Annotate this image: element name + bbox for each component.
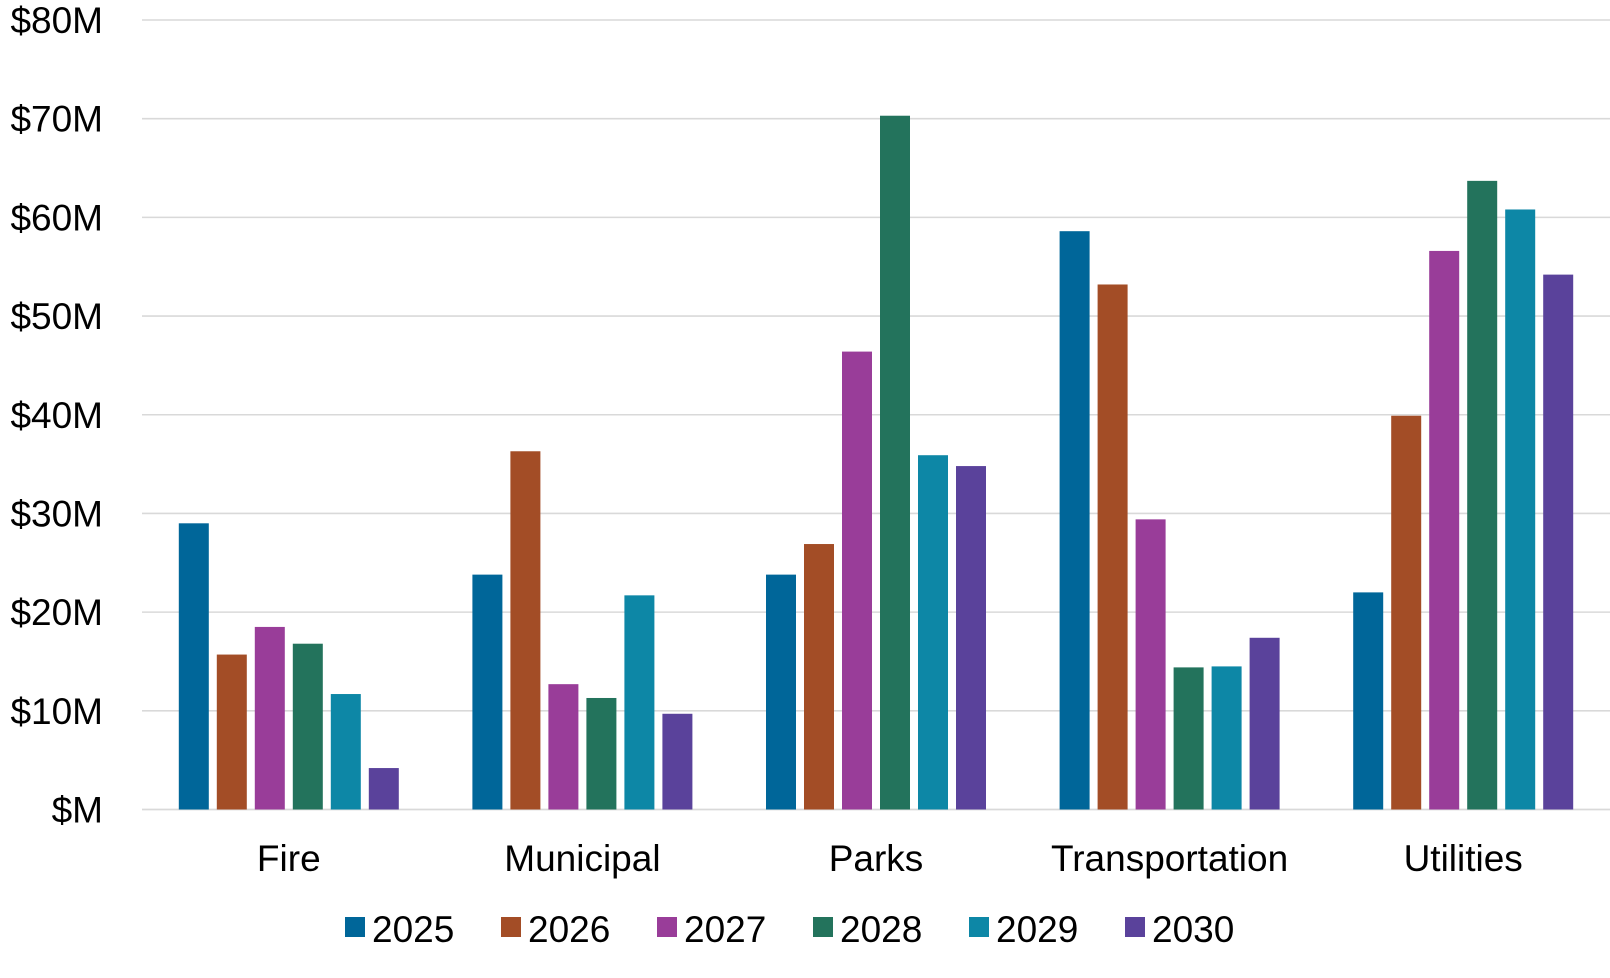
bars [178, 115, 1574, 810]
y-tick-label: $40M [10, 395, 103, 436]
bar-transportation-2030 [1249, 637, 1280, 810]
legend: 2025 2026 2027 2028 2029 2030 [345, 909, 1234, 950]
x-category-label: Fire [257, 838, 321, 879]
legend-label: 2025 [372, 909, 454, 950]
legend-swatch [1125, 917, 1145, 937]
y-axis-ticks: $M $10M $20M $30M $40M $50M $60M $70M $80M [10, 0, 103, 831]
legend-swatch [969, 917, 989, 937]
bar-municipal-2025 [472, 574, 503, 810]
bar-utilities-2030 [1543, 274, 1574, 810]
y-tick-label: $60M [10, 197, 103, 238]
bar-parks-2030 [956, 466, 986, 810]
y-tick-label: $80M [10, 0, 103, 41]
legend-swatch [813, 917, 833, 937]
bar-utilities-2026 [1391, 415, 1422, 810]
legend-item-2028: 2028 [813, 909, 922, 950]
bar-parks-2028 [880, 115, 910, 810]
y-tick-label: $70M [10, 99, 103, 140]
legend-item-2030: 2030 [1125, 909, 1234, 950]
legend-label: 2027 [684, 909, 766, 950]
bar-fire-2027 [254, 626, 285, 810]
legend-label: 2029 [996, 909, 1078, 950]
bar-fire-2026 [216, 654, 247, 810]
bar-transportation-2025 [1059, 231, 1090, 810]
bar-utilities-2027 [1429, 250, 1460, 810]
bar-municipal-2030 [662, 713, 693, 810]
bar-transportation-2026 [1097, 284, 1128, 810]
legend-swatch [657, 917, 677, 937]
bar-transportation-2027 [1135, 519, 1166, 810]
bar-parks-2026 [804, 544, 834, 810]
x-axis-categories: Fire Municipal Parks Transportation Utilitie… [257, 838, 1523, 879]
y-tick-label: $30M [10, 493, 103, 534]
bar-municipal-2027 [548, 684, 579, 810]
bar-municipal-2029 [624, 595, 655, 810]
gridlines [142, 19, 1610, 811]
bar-transportation-2029 [1211, 666, 1242, 810]
bar-municipal-2026 [510, 451, 541, 810]
legend-item-2029: 2029 [969, 909, 1078, 950]
bar-fire-2025 [178, 523, 209, 810]
legend-label: 2026 [528, 909, 610, 950]
bar-fire-2028 [292, 643, 323, 810]
legend-label: 2028 [840, 909, 922, 950]
bar-fire-2029 [330, 694, 361, 810]
bar-utilities-2029 [1505, 209, 1536, 810]
legend-item-2026: 2026 [501, 909, 610, 950]
y-tick-label: $10M [10, 691, 103, 732]
bar-municipal-2028 [586, 697, 617, 810]
legend-label: 2030 [1152, 909, 1234, 950]
y-tick-label: $50M [10, 296, 103, 337]
bar-utilities-2028 [1467, 180, 1498, 810]
bar-utilities-2025 [1353, 592, 1384, 810]
legend-item-2027: 2027 [657, 909, 766, 950]
y-tick-label: $20M [10, 592, 103, 633]
bar-parks-2027 [842, 351, 872, 810]
legend-item-2025: 2025 [345, 909, 454, 950]
bar-parks-2029 [918, 455, 948, 810]
y-tick-label: $M [52, 790, 103, 831]
bar-transportation-2028 [1173, 667, 1204, 810]
x-category-label: Parks [829, 838, 924, 879]
legend-swatch [345, 917, 365, 937]
bar-parks-2025 [766, 574, 796, 810]
bar-fire-2030 [368, 768, 399, 810]
x-category-label: Transportation [1051, 838, 1288, 879]
legend-swatch [501, 917, 521, 937]
x-category-label: Municipal [504, 838, 660, 879]
x-category-label: Utilities [1404, 838, 1523, 879]
